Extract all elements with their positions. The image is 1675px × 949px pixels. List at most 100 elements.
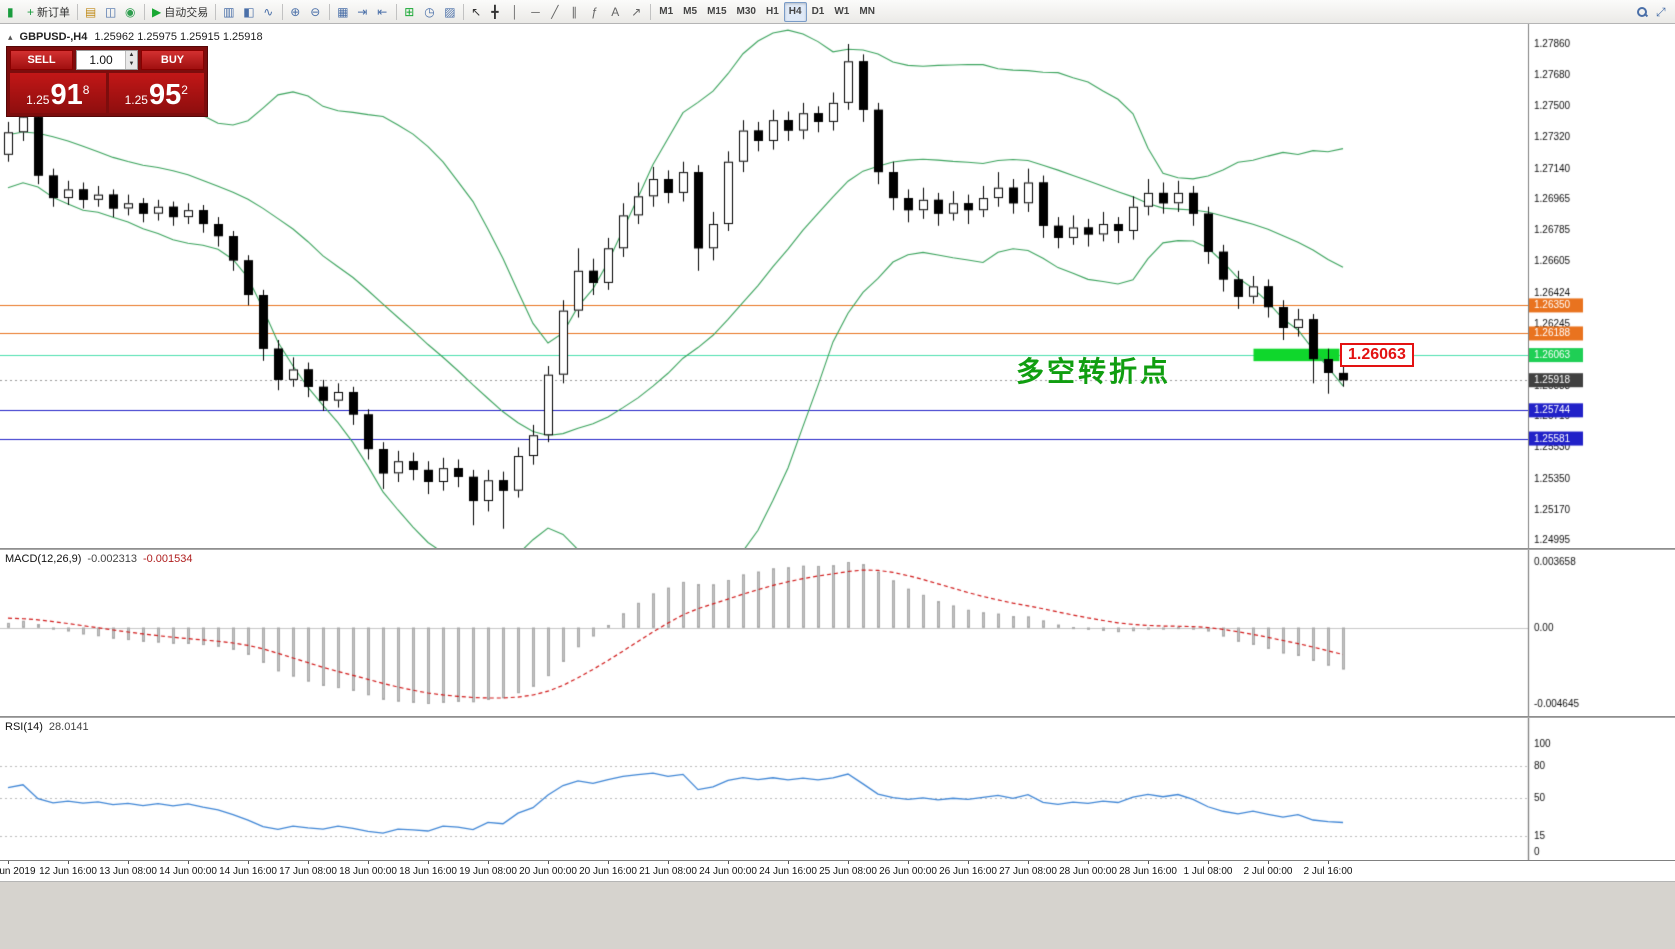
time-axis-label: 18 Jun 00:00 xyxy=(339,866,397,877)
cursor-icon[interactable]: ↖ xyxy=(467,2,487,22)
new-order-button[interactable]: + 新订单 xyxy=(23,2,74,22)
time-axis-label: 12 Jun 16:00 xyxy=(39,866,97,877)
time-axis-label: 14 Jun 00:00 xyxy=(159,866,217,877)
time-axis-label: 26 Jun 16:00 xyxy=(939,866,997,877)
buy-price-sup: 2 xyxy=(181,83,188,97)
text-icon[interactable]: A xyxy=(607,2,627,22)
time-axis-tick xyxy=(428,861,429,864)
sell-button[interactable]: SELL xyxy=(10,50,73,70)
volume-spinner: ▲ ▼ xyxy=(125,51,137,69)
buy-price-prefix: 1.25 xyxy=(124,93,148,107)
time-axis-label: 12 Jun 2019 xyxy=(0,866,36,877)
autotrading-button[interactable]: ▶ 自动交易 xyxy=(148,2,212,22)
refresh-icon-glyph: ◉ xyxy=(125,4,136,19)
macd-panel: MACD(12,26,9) -0.002313 -0.001534 xyxy=(0,550,1675,716)
charts-cascade-icon[interactable]: ◫ xyxy=(101,2,121,22)
app-icon[interactable]: ▮ xyxy=(3,2,23,22)
tf-m5[interactable]: M5 xyxy=(678,2,702,22)
expand-icon-glyph: ⤢ xyxy=(1656,4,1666,19)
indicators-icon[interactable]: ⊞ xyxy=(400,2,420,22)
toolbar-separator xyxy=(650,3,652,20)
tf-mn-label: MN xyxy=(859,6,875,17)
tf-m30[interactable]: M30 xyxy=(732,2,761,22)
expand-icon[interactable]: ⤢ xyxy=(1652,2,1672,22)
vertical-line-icon[interactable]: │ xyxy=(507,2,527,22)
buy-price-big: 95 xyxy=(148,79,182,111)
toolbar-separator xyxy=(144,3,146,20)
time-axis-label: 13 Jun 08:00 xyxy=(99,866,157,877)
time-axis-label: 21 Jun 08:00 xyxy=(639,866,697,877)
zoom-in-icon-glyph: ⊕ xyxy=(290,4,301,19)
arrows-icon[interactable]: ↗ xyxy=(627,2,647,22)
time-axis-tick xyxy=(488,861,489,864)
templates-icon[interactable]: ▨ xyxy=(440,2,460,22)
time-axis-tick xyxy=(368,861,369,864)
arrows-icon-glyph: ↗ xyxy=(631,4,642,19)
rsi-canvas[interactable] xyxy=(0,718,1675,860)
one-click-toggle-icon[interactable]: ▴ xyxy=(8,31,13,42)
tf-m1[interactable]: M1 xyxy=(654,2,678,22)
search-icon xyxy=(1636,6,1648,18)
toolbar-separator xyxy=(329,3,331,20)
profiles-icon-glyph: ▤ xyxy=(85,4,97,19)
indicators-icon-glyph: ⊞ xyxy=(404,4,415,19)
sell-price-button[interactable]: 1.25 91 8 xyxy=(10,73,106,113)
trendline-icon[interactable]: ╱ xyxy=(547,2,567,22)
volume-input[interactable]: 1.00 xyxy=(89,53,113,67)
volume-down-button[interactable]: ▼ xyxy=(126,60,137,69)
time-axis-label: 2 Jul 00:00 xyxy=(1243,866,1293,877)
panel-splitter[interactable] xyxy=(0,548,1675,550)
channel-icon[interactable]: ∥ xyxy=(567,2,587,22)
tf-d1[interactable]: D1 xyxy=(807,2,830,22)
time-axis-label: 2 Jul 16:00 xyxy=(1303,866,1353,877)
profiles-icon[interactable]: ▤ xyxy=(81,2,101,22)
tf-m15[interactable]: M15 xyxy=(702,2,731,22)
tile-windows-icon[interactable]: ▦ xyxy=(333,2,353,22)
time-axis-label: 20 Jun 16:00 xyxy=(579,866,637,877)
line-chart-icon[interactable]: ∿ xyxy=(259,2,279,22)
time-axis-tick xyxy=(308,861,309,864)
sell-price-prefix: 1.25 xyxy=(26,93,50,107)
candlestick-chart-icon[interactable]: ◧ xyxy=(239,2,259,22)
time-axis-label: 24 Jun 00:00 xyxy=(699,866,757,877)
tf-h4[interactable]: H4 xyxy=(783,1,807,22)
tf-m15-label: M15 xyxy=(707,6,727,17)
buy-button[interactable]: BUY xyxy=(141,50,204,70)
tf-h1-label: H1 xyxy=(765,6,779,17)
time-axis-label: 28 Jun 00:00 xyxy=(1059,866,1117,877)
time-axis-label: 25 Jun 08:00 xyxy=(819,866,877,877)
trendline-icon-glyph: ╱ xyxy=(551,4,559,19)
toolbar-separator xyxy=(77,3,79,20)
tf-w1[interactable]: W1 xyxy=(829,2,854,22)
horizontal-line-icon[interactable]: ─ xyxy=(527,2,547,22)
time-axis-tick xyxy=(1028,861,1029,864)
zoom-out-icon[interactable]: ⊖ xyxy=(306,2,326,22)
new-order-button-label: 新订单 xyxy=(37,6,71,19)
chart-shift-icon-glyph: ⇤ xyxy=(377,4,388,19)
buy-price-button[interactable]: 1.25 95 2 xyxy=(108,73,204,113)
time-axis-tick xyxy=(848,861,849,864)
periods-icon[interactable]: ◷ xyxy=(420,2,440,22)
bars-chart-icon-glyph: ▥ xyxy=(223,4,235,19)
tf-m1-label: M1 xyxy=(659,6,674,17)
line-chart-icon-glyph: ∿ xyxy=(263,4,274,19)
fibonacci-icon[interactable]: ƒ xyxy=(587,2,607,22)
volume-up-button[interactable]: ▲ xyxy=(126,51,137,60)
auto-scroll-icon[interactable]: ⇥ xyxy=(353,2,373,22)
tf-mn[interactable]: MN xyxy=(854,2,880,22)
bars-chart-icon[interactable]: ▥ xyxy=(219,2,239,22)
new-order-button-glyph: + xyxy=(27,4,35,19)
time-axis-label: 17 Jun 08:00 xyxy=(279,866,337,877)
one-click-trading-panel: SELL 1.00 ▲ ▼ BUY 1.25 91 8 1.25 xyxy=(6,46,208,117)
price-chart-canvas[interactable] xyxy=(0,24,1675,548)
sell-price-sup: 8 xyxy=(82,83,90,97)
chart-shift-icon[interactable]: ⇤ xyxy=(373,2,393,22)
search-icon[interactable] xyxy=(1632,2,1652,22)
zoom-in-icon[interactable]: ⊕ xyxy=(286,2,306,22)
crosshair-icon[interactable]: ╋ xyxy=(487,2,507,22)
refresh-icon[interactable]: ◉ xyxy=(121,2,141,22)
macd-canvas[interactable] xyxy=(0,550,1675,716)
tf-h1[interactable]: H1 xyxy=(761,2,784,22)
panel-splitter[interactable] xyxy=(0,716,1675,718)
